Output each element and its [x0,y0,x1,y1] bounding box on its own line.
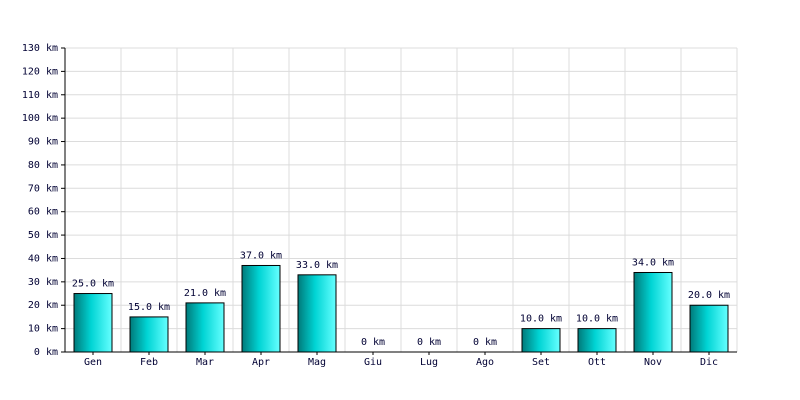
value-label: 34.0 km [632,257,674,268]
x-tick-label: Ago [476,357,494,368]
y-tick-label: 60 km [28,207,58,218]
y-tick-label: 100 km [22,113,58,124]
x-tick-label: Ott [588,357,606,368]
value-label: 10.0 km [576,314,618,325]
x-tick-label: Dic [700,357,718,368]
x-tick-label: Mag [308,357,326,368]
value-label: 37.0 km [240,250,282,261]
y-tick-label: 50 km [28,230,58,241]
x-tick-label: Feb [140,357,158,368]
bar [185,302,225,353]
bar [633,271,673,353]
y-tick-label: 110 km [22,90,58,101]
bar [577,328,617,353]
value-label: 0 km [473,337,497,348]
y-tick-label: 20 km [28,300,58,311]
x-tick-label: Apr [252,357,270,368]
bar [129,316,169,353]
y-tick-label: 30 km [28,277,58,288]
y-tick-label: 70 km [28,183,58,194]
value-label: 25.0 km [72,279,114,290]
bar [297,274,337,353]
value-label: 15.0 km [128,302,170,313]
bar [521,328,561,353]
value-label: 21.0 km [184,288,226,299]
value-label: 10.0 km [520,314,562,325]
x-tick-label: Gen [84,357,102,368]
x-tick-label: Lug [420,357,438,368]
bar [73,293,113,353]
y-tick-label: 120 km [22,66,58,77]
bar [689,304,729,353]
value-label: 0 km [417,337,441,348]
x-tick-label: Mar [196,357,214,368]
value-label: 33.0 km [296,260,338,271]
bar [241,264,281,353]
x-tick-label: Set [532,357,550,368]
x-tick-label: Giu [364,357,382,368]
y-tick-label: 40 km [28,253,58,264]
y-tick-label: 80 km [28,160,58,171]
value-label: 0 km [361,337,385,348]
y-tick-label: 90 km [28,137,58,148]
x-tick-label: Nov [644,357,662,368]
y-tick-label: 130 km [22,43,58,54]
value-label: 20.0 km [688,290,730,301]
y-tick-label: 0 km [34,347,58,358]
y-tick-label: 10 km [28,324,58,335]
